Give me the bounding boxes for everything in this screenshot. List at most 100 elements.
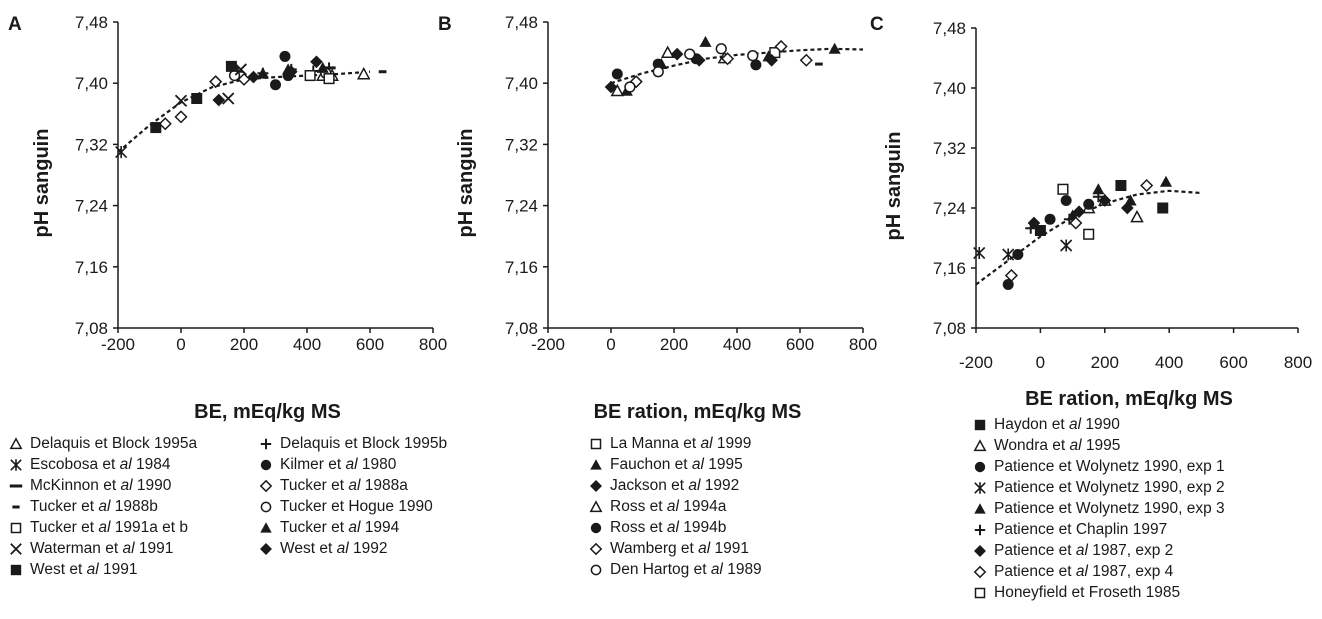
- y-axis-title: pH sanguin: [455, 129, 477, 238]
- legend-label: Delaquis et Block 1995a: [30, 435, 198, 452]
- data-point: [1159, 175, 1173, 187]
- legend-symbol: [588, 562, 604, 578]
- legend-symbol: [8, 457, 24, 473]
- data-point: [1060, 239, 1073, 252]
- data-point: [225, 60, 237, 72]
- y-tick-label: 7,24: [75, 197, 108, 216]
- legend-symbol: [972, 543, 988, 559]
- data-point: [815, 62, 823, 66]
- legend-item: McKinnon et al 1990: [8, 475, 197, 496]
- x-tick-label: 200: [660, 335, 688, 354]
- x-tick-label: 0: [176, 335, 185, 354]
- data-point: [1115, 180, 1127, 191]
- y-tick-label: 7,24: [505, 197, 538, 216]
- data-point: [1072, 205, 1086, 219]
- legend-label: Wamberg et al 1991: [610, 540, 750, 557]
- data-point: [715, 43, 727, 55]
- y-tick-label: 7,40: [505, 74, 538, 93]
- y-tick-label: 7,48: [933, 19, 966, 38]
- data-point: [247, 70, 260, 84]
- legend-symbol: [258, 457, 274, 473]
- legend-marker-icon: [973, 438, 987, 451]
- legend-marker-icon: [974, 587, 986, 598]
- legend-item: Patience et Wolynetz 1990, exp 3: [972, 498, 1225, 519]
- legend-symbol: [258, 499, 274, 515]
- legend-label: Tucker et al 1994: [280, 519, 400, 536]
- panel-letter: C: [870, 14, 884, 35]
- data-point: [828, 42, 841, 54]
- data-point: [322, 66, 336, 70]
- legend-label: Patience et Wolynetz 1990, exp 2: [994, 479, 1225, 496]
- panel-c-chart: C 7,08 7,16 7,24 7,32 7,40 7,48 -200 0 200 400 600 8…: [870, 14, 1312, 410]
- data-point: [316, 61, 329, 73]
- legend-symbol: [8, 520, 24, 536]
- legend-label: Ross et al 1994b: [610, 519, 727, 536]
- legend-label: Patience et Wolynetz 1990, exp 3: [994, 500, 1225, 517]
- y-tick-label: 7,48: [75, 13, 108, 32]
- y-tick-label: 7,32: [505, 135, 538, 154]
- legend-marker-icon: [590, 522, 602, 533]
- data-point: [1060, 195, 1072, 206]
- legend-label: Jackson et al 1992: [610, 477, 740, 494]
- x-tick-label: -200: [959, 353, 993, 372]
- legend-label: Fauchon et al 1995: [610, 456, 743, 473]
- legend-marker-icon: [9, 484, 23, 487]
- data-point: [234, 63, 247, 76]
- legend-item: Tucker et al 1991a et b: [8, 517, 197, 538]
- data-point: [191, 93, 203, 104]
- legend-symbol: [588, 478, 604, 494]
- legend-item: Patience et Wolynetz 1990, exp 2: [972, 477, 1225, 498]
- legend-marker-icon: [590, 438, 602, 449]
- legend-symbol: [972, 459, 988, 475]
- data-point: [1034, 225, 1046, 236]
- legend-item: West et al 1991: [8, 559, 197, 580]
- data-point: [1121, 201, 1134, 215]
- legend-item: Tucker et al 1994: [258, 517, 447, 538]
- data-point: [1002, 279, 1014, 290]
- data-point: [284, 65, 298, 79]
- legend-label: Patience et Wolynetz 1990, exp 1: [994, 458, 1225, 475]
- legend-item: La Manna et al 1999: [588, 433, 762, 454]
- legend-marker-icon: [974, 481, 986, 494]
- data-point: [750, 59, 762, 71]
- y-axis-title: pH sanguin: [31, 129, 53, 238]
- legend-label: West et al 1991: [30, 561, 138, 578]
- legend-marker-icon: [974, 461, 986, 472]
- legend-symbol: [8, 436, 24, 452]
- legend-marker-icon: [589, 542, 603, 555]
- data-point: [1083, 228, 1095, 240]
- legend-symbol: [972, 564, 988, 580]
- legend-symbol: [258, 520, 274, 536]
- data-point: [747, 50, 759, 62]
- data-point: [1092, 183, 1105, 195]
- legend-marker-icon: [260, 542, 272, 555]
- legend-marker-icon: [260, 521, 272, 533]
- legend-label: Tucker et Hogue 1990: [280, 498, 433, 515]
- legend-symbol: [8, 541, 24, 557]
- legend-item: Tucker et al 1988b: [8, 496, 197, 517]
- data-point: [1057, 183, 1069, 195]
- data-point: [1012, 249, 1024, 260]
- legend-marker-icon: [10, 522, 22, 533]
- legend-label: Haydon et al 1990: [994, 416, 1120, 433]
- legend-item: Kilmer et al 1980: [258, 454, 447, 475]
- legend-marker-icon: [974, 544, 986, 557]
- data-point: [1098, 194, 1112, 207]
- legend-item: Ross et al 1994a: [588, 496, 762, 517]
- data-point: [1092, 191, 1104, 203]
- legend-label: Waterman et al 1991: [30, 540, 174, 557]
- legend-symbol: [972, 501, 988, 517]
- data-point: [1130, 209, 1144, 223]
- y-tick-label: 7,08: [933, 319, 966, 338]
- legend-marker-icon: [974, 502, 986, 514]
- legend-item: Fauchon et al 1995: [588, 454, 762, 475]
- data-point: [624, 81, 636, 93]
- data-point: [279, 50, 291, 62]
- legend-item: Wondra et al 1995: [972, 435, 1225, 456]
- x-tick-label: 600: [1219, 353, 1247, 372]
- legend-marker-icon: [259, 479, 273, 492]
- legend-item: Honeyfield et Froseth 1985: [972, 582, 1225, 603]
- x-tick-label: 600: [786, 335, 814, 354]
- x-tick-label: 600: [356, 335, 384, 354]
